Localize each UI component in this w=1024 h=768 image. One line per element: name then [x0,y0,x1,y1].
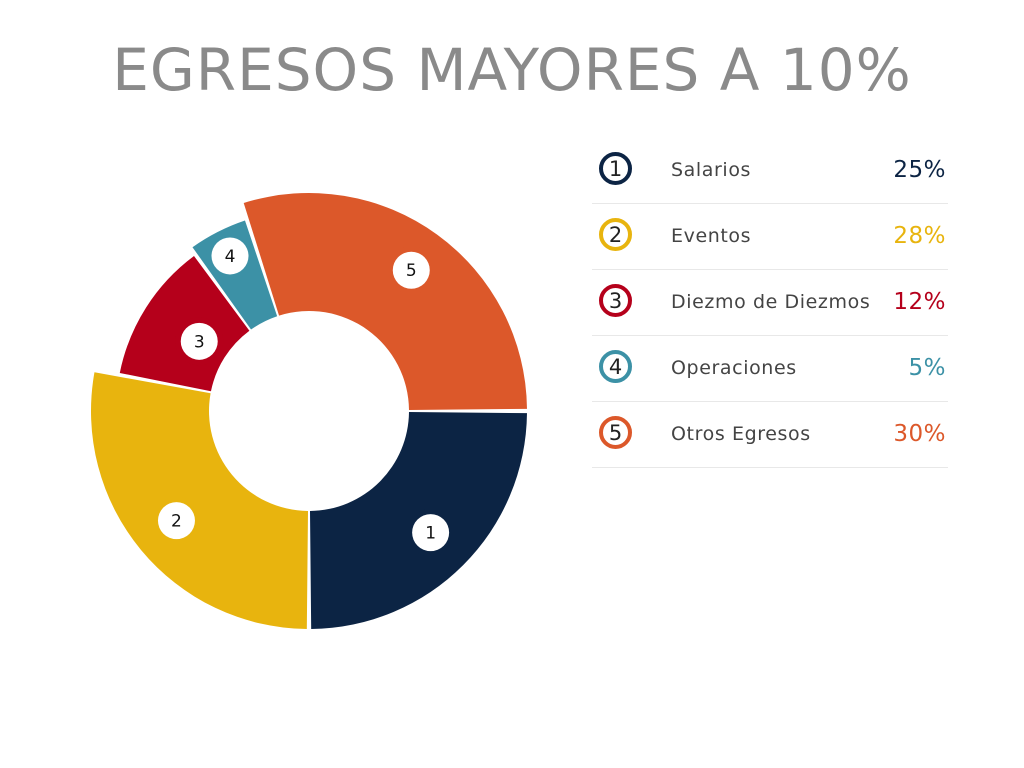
legend-value: 30% [893,421,946,447]
legend-value: 5% [908,355,946,381]
legend-number-badge: 4 [599,350,632,383]
legend-label: Salarios [671,159,752,181]
slice-marker-face [392,251,430,289]
legend-number-badge: 3 [599,284,632,317]
legend-label: Diezmo de Diezmos [671,291,871,313]
legend-number-badge: 2 [599,218,632,251]
donut-slice-2 [91,372,309,629]
slice-marker-5: 5 [387,246,436,295]
legend-number-badge: 5 [599,416,632,449]
slice-marker-4: 4 [206,231,255,280]
slice-marker-number: 1 [425,524,436,544]
donut-chart: 1 2 3 4 5 [91,193,527,629]
slice-marker-2: 2 [152,496,201,545]
slice-marker-number: 3 [194,332,205,352]
donut-slice-5 [243,193,527,411]
legend-row-3: 3 Diezmo de Diezmos 12% [592,270,948,336]
slice-marker-face [211,237,249,275]
legend-row-1: 1 Salarios 25% [592,138,948,204]
slice-marker-number: 5 [406,261,417,281]
legend-label: Operaciones [671,357,797,379]
legend-value: 25% [893,157,946,183]
slice-marker-face [157,502,195,540]
slice-marker-face [180,322,218,360]
slice-marker-1: 1 [406,508,455,557]
legend-value: 28% [893,223,946,249]
legend-value: 12% [893,289,946,315]
slice-marker-number: 2 [171,512,182,532]
chart-title: EGRESOS MAYORES A 10% [112,36,912,104]
legend-label: Eventos [671,225,752,247]
slice-marker-number: 4 [225,247,236,267]
slice-marker-3: 3 [175,317,224,366]
legend-row-5: 5 Otros Egresos 30% [592,402,948,468]
chart-legend: 1 Salarios 25% 2 Eventos 28% 3 Diezmo de Diezmo… [592,138,948,468]
legend-row-2: 2 Eventos 28% [592,204,948,270]
legend-row-4: 4 Operaciones 5% [592,336,948,402]
legend-label: Otros Egresos [671,423,811,445]
slice-marker-face [412,514,450,552]
legend-number-badge: 1 [599,152,632,185]
